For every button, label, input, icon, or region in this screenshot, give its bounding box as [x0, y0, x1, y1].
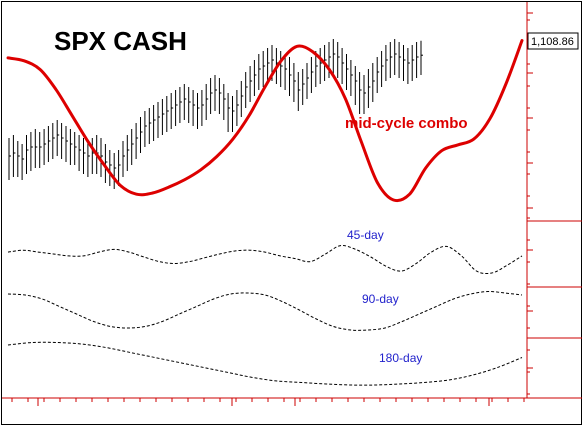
mid-cycle-combo-line	[6, 39, 524, 203]
cycle-label-90-day: 90-day	[362, 292, 399, 306]
chart-title: SPX CASH	[54, 26, 187, 56]
cycle-label-180-day: 180-day	[379, 351, 422, 365]
cycle-45-day-line	[7, 244, 523, 275]
last-price-label: 1,108.86	[531, 36, 574, 48]
cycle-label-45-day: 45-day	[347, 228, 384, 242]
cycle-90-day-line	[7, 290, 523, 331]
combo-annotation: mid-cycle combo	[345, 115, 468, 132]
price-tag-box	[527, 32, 579, 50]
cycle-180-day-line	[7, 341, 523, 386]
